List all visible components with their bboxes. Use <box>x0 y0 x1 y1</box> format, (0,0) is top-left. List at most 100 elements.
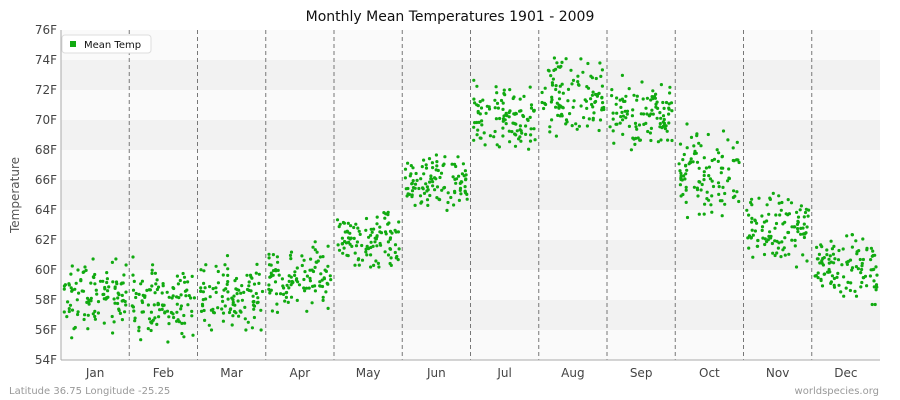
data-point <box>720 155 724 159</box>
y-tick-label: 58F <box>35 293 57 307</box>
data-point <box>584 99 589 103</box>
data-point <box>756 244 760 248</box>
data-point <box>153 316 157 320</box>
data-point <box>859 285 863 289</box>
data-point <box>504 111 508 115</box>
data-point <box>637 123 642 127</box>
data-point <box>378 225 382 229</box>
data-point <box>513 144 518 148</box>
data-point <box>615 111 619 115</box>
data-point <box>502 114 506 118</box>
data-point <box>819 278 823 283</box>
data-point <box>702 170 706 174</box>
y-tick-label: 56F <box>35 323 57 337</box>
data-point <box>608 125 612 129</box>
data-point <box>220 295 224 299</box>
data-point <box>576 80 580 84</box>
data-point <box>318 284 322 288</box>
data-point <box>708 177 713 181</box>
data-point <box>305 309 309 313</box>
data-point <box>689 135 694 139</box>
data-point <box>214 264 218 268</box>
data-point <box>364 216 369 221</box>
data-point <box>581 70 585 74</box>
data-point <box>430 177 434 181</box>
data-point <box>522 94 526 98</box>
data-point <box>454 181 458 185</box>
data-point <box>134 295 138 300</box>
data-point <box>762 252 767 257</box>
data-point <box>249 289 253 293</box>
data-point <box>586 61 590 66</box>
data-point <box>413 203 417 207</box>
data-point <box>234 287 238 291</box>
data-point <box>478 100 482 104</box>
data-point <box>446 191 450 195</box>
data-point <box>668 91 672 95</box>
data-point <box>598 61 602 65</box>
data-point <box>216 306 220 310</box>
x-axis-ticks: Jan Feb Mar Apr May Jun Jul Aug Sep Oct Nov Dec <box>85 366 858 380</box>
data-point <box>252 282 257 286</box>
data-point <box>116 291 120 295</box>
data-point <box>459 180 463 184</box>
data-point <box>325 281 329 285</box>
data-point <box>799 232 803 236</box>
data-point <box>295 298 299 302</box>
data-point <box>495 143 499 147</box>
data-point <box>679 194 683 198</box>
data-point <box>820 284 825 288</box>
data-point <box>252 307 256 311</box>
data-point <box>612 141 616 145</box>
data-point <box>855 250 859 254</box>
data-point <box>86 327 90 331</box>
data-point <box>850 268 854 272</box>
data-point <box>146 327 150 331</box>
data-point <box>141 310 145 314</box>
data-point <box>216 269 220 274</box>
data-point <box>179 304 183 308</box>
data-point <box>267 287 271 291</box>
data-point <box>661 114 666 118</box>
data-point <box>428 193 432 198</box>
x-tick-label: Nov <box>766 366 789 380</box>
data-point <box>624 94 628 98</box>
data-point <box>635 127 639 131</box>
data-point <box>524 132 528 136</box>
data-point <box>770 241 775 246</box>
data-point <box>113 301 117 305</box>
data-point <box>865 248 869 252</box>
data-point <box>82 317 86 322</box>
data-point <box>561 91 565 95</box>
data-point <box>805 259 809 263</box>
data-point <box>180 321 184 325</box>
data-point <box>520 131 524 135</box>
data-point <box>76 310 80 314</box>
data-point <box>209 308 213 312</box>
data-point <box>699 144 703 148</box>
data-point <box>850 266 855 270</box>
data-point <box>124 290 128 294</box>
data-point <box>115 282 119 286</box>
data-point <box>587 117 591 121</box>
data-point <box>727 176 731 180</box>
data-point <box>610 94 614 98</box>
data-point <box>190 274 194 278</box>
data-point <box>434 177 438 181</box>
data-point <box>326 264 330 268</box>
data-point <box>529 103 534 107</box>
data-point <box>308 276 312 280</box>
data-point <box>69 272 73 276</box>
x-tick-label: Oct <box>699 366 720 380</box>
data-point <box>796 227 800 231</box>
data-point <box>636 136 640 140</box>
x-tick-label: Sep <box>630 366 653 380</box>
data-point <box>684 200 688 204</box>
data-point <box>561 106 565 110</box>
data-point <box>167 295 171 299</box>
data-point <box>704 166 709 170</box>
data-point <box>320 278 324 282</box>
data-point <box>160 307 164 311</box>
data-point <box>192 296 196 300</box>
